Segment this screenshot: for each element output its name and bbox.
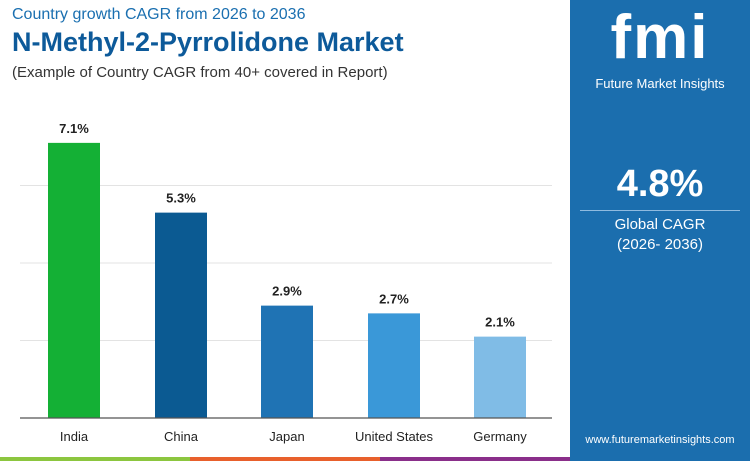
stripe-orange	[190, 457, 380, 461]
fmi-logo: fmi	[610, 3, 710, 72]
category-label: Germany	[473, 429, 527, 444]
data-label: 7.1%	[59, 121, 89, 136]
global-cagr-value: 4.8%	[616, 163, 704, 205]
logo-caption: Future Market Insights	[595, 76, 725, 91]
data-label: 2.9%	[272, 284, 302, 299]
chart-supertitle: Country growth CAGR from 2026 to 2036	[12, 6, 306, 23]
chart-title: N-Methyl-2-Pyrrolidone Market	[12, 27, 404, 57]
bar	[48, 142, 100, 418]
side-panel: fmi Future Market Insights 4.8% Global C…	[570, 0, 750, 461]
bar	[474, 336, 526, 418]
category-label: United States	[355, 429, 434, 444]
global-cagr-label: Global CAGR	[614, 216, 706, 233]
data-label: 5.3%	[166, 191, 196, 206]
bar	[155, 212, 207, 418]
stripe-green	[0, 457, 190, 461]
bar-chart: 7.1% India 5.3% China 2.9% Japan 2.7% United St…	[20, 121, 552, 444]
chart-note: (Example of Country CAGR from 40+ covere…	[12, 64, 388, 81]
data-label: 2.7%	[379, 291, 409, 306]
global-cagr-period: (2026- 2036)	[617, 236, 703, 253]
bar	[368, 313, 420, 418]
bar	[261, 305, 313, 418]
data-label: 2.1%	[485, 315, 515, 330]
website-link[interactable]: www.futuremarketinsights.com	[585, 434, 735, 446]
category-label: India	[60, 429, 89, 444]
stripe-purple	[380, 457, 570, 461]
category-label: Japan	[269, 429, 304, 444]
category-label: China	[164, 429, 199, 444]
divider	[580, 210, 740, 211]
